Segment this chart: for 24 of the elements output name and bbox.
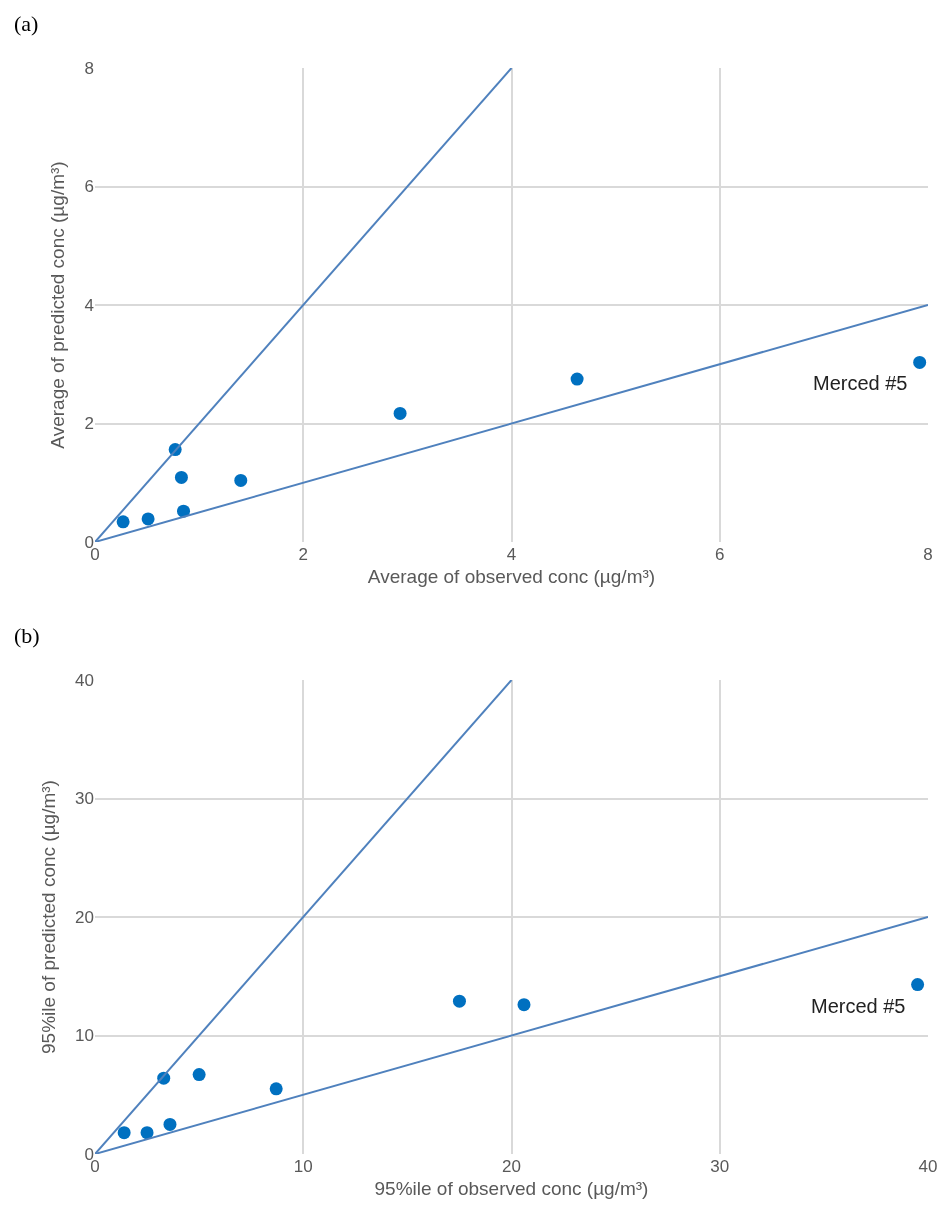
annotation: Merced #5	[811, 995, 906, 1017]
x-axis-title: 95%ile of observed conc (µg/m³)	[374, 1177, 649, 1199]
x-tick-label: 2	[298, 545, 308, 564]
x-tick-label: 4	[506, 545, 517, 564]
y-tick-label: 8	[84, 58, 94, 78]
x-tick-label: 8	[923, 545, 933, 564]
y-tick-label: 2	[84, 414, 94, 434]
y-tick-label: 6	[84, 177, 94, 197]
x-tick-label: 30	[710, 1157, 730, 1176]
x-tick-label: 10	[293, 1157, 313, 1176]
y-tick-label: 10	[75, 1026, 94, 1046]
y-axis-title: Average of predicted conc (µg/m³)	[47, 161, 69, 449]
y-tick-label: 20	[75, 907, 94, 927]
x-tick-label: 20	[502, 1157, 521, 1176]
text: (b)	[14, 623, 40, 648]
x-axis-title: Average of observed conc (µg/m³)	[367, 565, 656, 587]
y-axis-title: 95%ile of predicted conc (µg/m³)	[37, 780, 59, 1054]
x-tick-label: 6	[715, 545, 725, 564]
annotation: Merced #5	[813, 372, 908, 394]
text: (a)	[14, 11, 39, 36]
y-tick-label: 4	[84, 295, 94, 315]
y-tick-label: 30	[75, 789, 94, 809]
x-tick-label: 40	[918, 1157, 938, 1176]
y-tick-label: 40	[75, 670, 94, 690]
